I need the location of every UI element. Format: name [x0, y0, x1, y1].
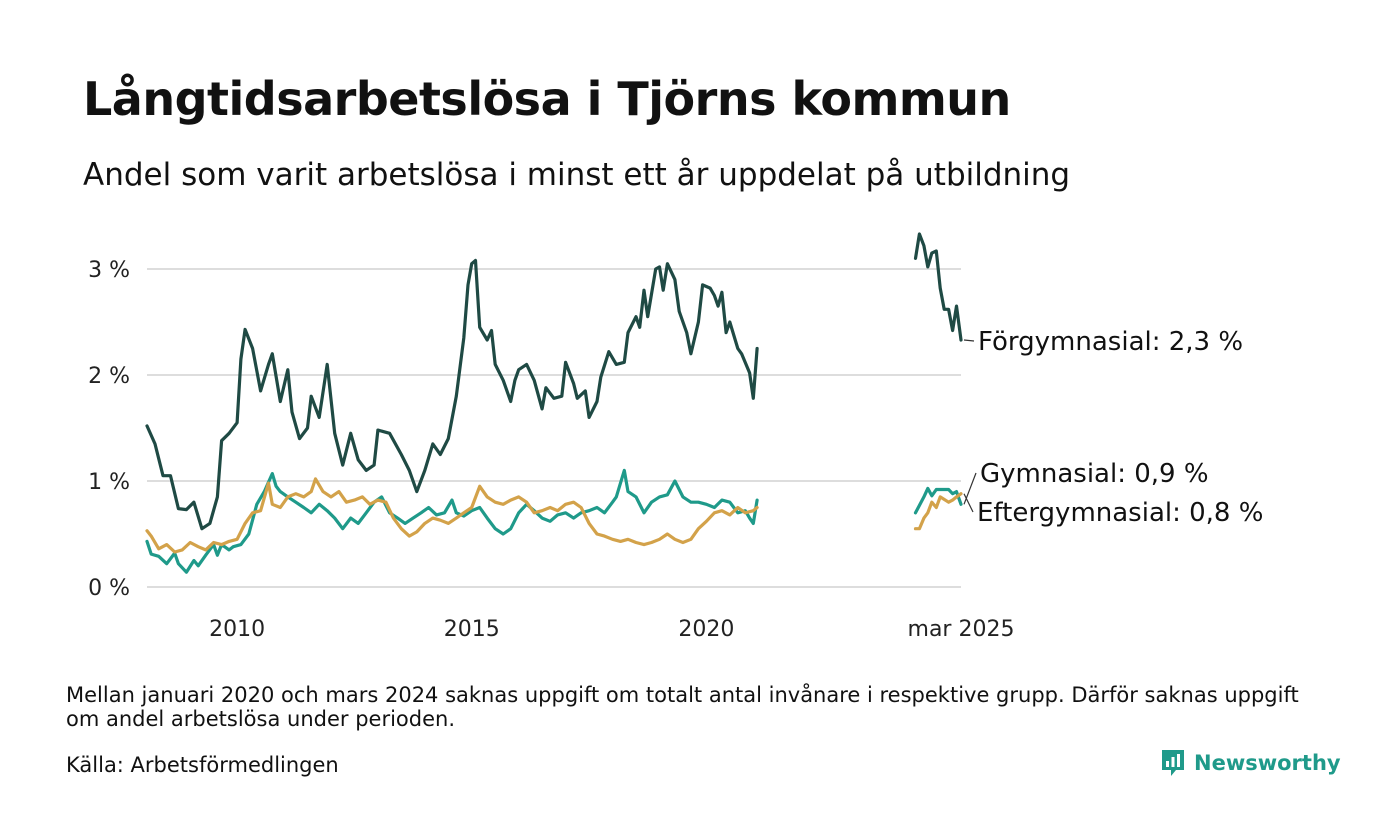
y-tick-label: 2 %: [88, 364, 130, 389]
series-line: [913, 492, 963, 531]
chart-title: Långtidsarbetslösa i Tjörns kommun: [83, 72, 1011, 126]
x-tick-label: mar 2025: [908, 617, 1015, 642]
series-line: [145, 258, 759, 531]
footnote: Mellan januari 2020 och mars 2024 saknas…: [66, 683, 1299, 731]
y-tick-label: 3 %: [88, 258, 130, 283]
grid-lines: [147, 268, 961, 588]
logo-text: Newsworthy: [1194, 751, 1341, 775]
x-axis-ticks: 2010 2015 2020 mar 2025: [209, 617, 1014, 642]
x-tick-label: 2015: [444, 617, 500, 642]
y-axis-ticks: 0 % 1 % 2 % 3 %: [88, 258, 130, 601]
series-line: [145, 468, 759, 574]
y-tick-label: 0 %: [88, 576, 130, 601]
y-tick-label: 1 %: [88, 470, 130, 495]
newsworthy-logo: Newsworthy: [1160, 748, 1341, 778]
line-chart: 0 % 1 % 2 % 3 % 2010 2015 2020 mar 2025 Förgym…: [88, 232, 1263, 642]
label-leader: [963, 339, 975, 342]
end-label: Gymnasial: 0,9 %: [980, 459, 1209, 489]
label-leader: [963, 493, 974, 513]
series-gymnasial: [145, 468, 963, 574]
series-line: [913, 486, 963, 515]
end-label: Eftergymnasial: 0,8 %: [977, 498, 1263, 528]
source-text: Källa: Arbetsförmedlingen: [66, 753, 339, 777]
series-line: [145, 477, 759, 554]
x-tick-label: 2020: [678, 617, 734, 642]
newsworthy-icon: [1162, 750, 1184, 776]
end-labels: Förgymnasial: 2,3 % Gymnasial: 0,9 % Efter…: [963, 327, 1263, 528]
series-lines: [145, 232, 963, 574]
x-tick-label: 2010: [209, 617, 265, 642]
end-label: Förgymnasial: 2,3 %: [978, 327, 1243, 357]
label-leader: [963, 472, 977, 505]
series-förgymnasial: [145, 232, 963, 531]
series-line: [913, 232, 963, 342]
series-eftergymnasial: [145, 477, 963, 554]
chart-subtitle: Andel som varit arbetslösa i minst ett å…: [83, 157, 1071, 193]
